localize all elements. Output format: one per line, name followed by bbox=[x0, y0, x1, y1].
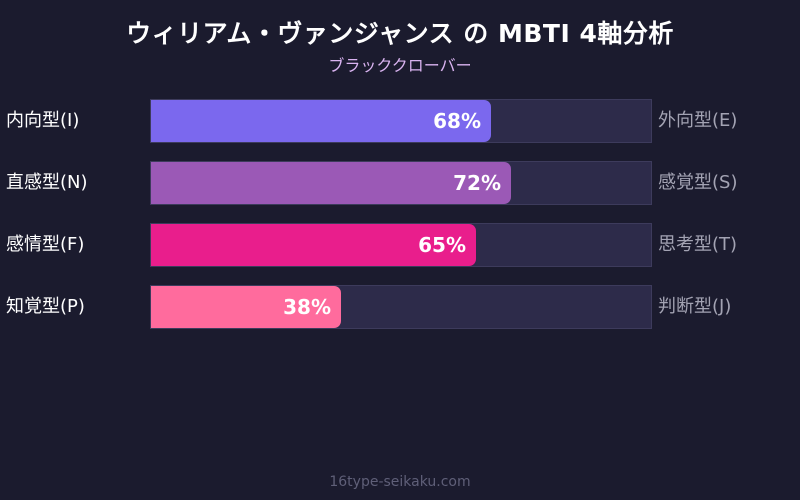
axis-row: 内向型(I) 68% 外向型(E) bbox=[0, 99, 800, 143]
bar-fill: 72% bbox=[151, 162, 511, 204]
bar-track: 72% bbox=[150, 161, 652, 205]
axis-row: 知覚型(P) 38% 判断型(J) bbox=[0, 285, 800, 329]
axis-left-label: 感情型(F) bbox=[6, 234, 85, 255]
chart-subtitle: ブラッククローバー bbox=[328, 56, 472, 75]
bar-track: 65% bbox=[150, 223, 652, 267]
chart-title: ウィリアム・ヴァンジャンス の MBTI 4軸分析 bbox=[126, 19, 674, 48]
bar-fill: 68% bbox=[151, 100, 491, 142]
axis-row: 直感型(N) 72% 感覚型(S) bbox=[0, 161, 800, 205]
bar-value-label: 38% bbox=[283, 295, 331, 319]
bar-fill: 38% bbox=[151, 286, 341, 328]
bar-value-label: 68% bbox=[433, 109, 481, 133]
bar-track: 68% bbox=[150, 99, 652, 143]
axis-left-label: 知覚型(P) bbox=[6, 296, 85, 317]
bar-fill: 65% bbox=[151, 224, 476, 266]
bar-track: 38% bbox=[150, 285, 652, 329]
axis-row: 感情型(F) 65% 思考型(T) bbox=[0, 223, 800, 267]
site-credit: 16type-seikaku.com bbox=[329, 474, 471, 490]
axis-left-label: 内向型(I) bbox=[6, 110, 80, 131]
axis-right-label: 判断型(J) bbox=[658, 296, 732, 317]
axis-right-label: 外向型(E) bbox=[658, 110, 738, 131]
axis-right-label: 思考型(T) bbox=[658, 234, 738, 255]
axis-right-label: 感覚型(S) bbox=[658, 172, 738, 193]
bar-value-label: 65% bbox=[418, 233, 466, 257]
axis-left-label: 直感型(N) bbox=[6, 172, 88, 193]
bar-value-label: 72% bbox=[453, 171, 501, 195]
